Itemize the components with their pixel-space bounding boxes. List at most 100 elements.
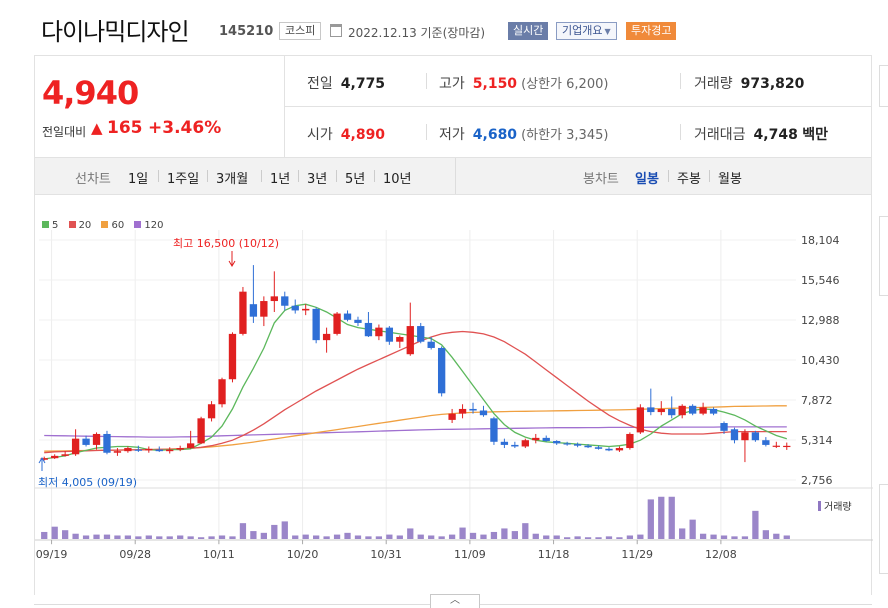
stat-high: 고가 5,150 (상한가 6,200) — [439, 73, 608, 93]
period-1w[interactable]: 1주일 — [167, 172, 200, 187]
volume-bar — [62, 530, 69, 539]
candle-body — [103, 433, 111, 453]
change-percent: +3.46% — [148, 118, 222, 138]
legend-ma5: 5 — [42, 220, 58, 231]
candle-body — [186, 443, 195, 449]
legend-label: 120 — [144, 220, 164, 231]
x-tick-label: 10/20 — [287, 548, 319, 561]
candle-body — [741, 432, 749, 441]
candle-chart-label: 봉차트 — [583, 172, 619, 187]
volume-bar — [354, 535, 362, 539]
candle-body — [417, 326, 425, 342]
ctrl-separator — [261, 170, 262, 182]
stock-chart[interactable]: 18,104 15,546 12,988 10,430 7,872 5,314 2,756 0… — [34, 195, 873, 595]
candle-weekly[interactable]: 주봉 — [677, 172, 701, 187]
period-5y[interactable]: 5년 — [345, 172, 366, 187]
volume-bar — [710, 534, 717, 539]
candle-daily[interactable]: 일봉 — [635, 172, 659, 187]
stats-grid: 전일 4,775 고가 5,150 (상한가 6,200) 거래량 973,820 시가… — [285, 56, 871, 157]
volume-bar — [428, 535, 435, 539]
stock-code: 145210 — [219, 24, 274, 39]
candle-monthly[interactable]: 월봉 — [718, 172, 742, 187]
period-1y[interactable]: 1년 — [270, 172, 291, 187]
volume-bar — [323, 536, 330, 539]
legend-label: 5 — [52, 220, 59, 231]
volume-bar — [532, 533, 539, 539]
stat-value: 5,150 — [472, 76, 518, 92]
ctrl-separator — [668, 170, 669, 182]
chart-controls: 선차트 1일 1주일 3개월 1년 3년 5년 10년 봉차트 일봉 주봉 월봉 — [34, 158, 872, 195]
y-tick-label: 5,314 — [801, 434, 833, 447]
up-arrow-icon — [38, 457, 46, 464]
company-info-dropdown[interactable]: 기업개요 ▼ — [556, 22, 617, 40]
low-annotation: 최저 4,005 (09/19) — [38, 476, 138, 489]
candle-body — [113, 451, 122, 453]
candle-body — [155, 449, 163, 452]
ctrl-separator — [158, 170, 159, 182]
period-3y[interactable]: 3년 — [307, 172, 328, 187]
x-tick-label: 09/28 — [119, 548, 151, 561]
title-row: 다이나믹디자인 145210 코스피 2022.12.13 기준(장마감) 실시… — [0, 0, 888, 55]
candle-body — [396, 337, 404, 342]
change-amount: 165 — [107, 118, 143, 138]
stats-separator — [426, 124, 427, 140]
ctrl-separator — [336, 170, 337, 182]
volume-bar — [543, 535, 550, 539]
x-tick-label: 10/11 — [203, 548, 235, 561]
collapse-handle[interactable]: ︿ — [430, 594, 480, 608]
stat-low: 저가 4,680 (하한가 3,345) — [439, 124, 608, 144]
candle-body — [448, 413, 456, 420]
period-10y[interactable]: 10년 — [383, 172, 412, 187]
candle-body — [124, 448, 132, 452]
volume-bar — [344, 532, 351, 539]
x-tick-label: 10/31 — [370, 548, 402, 561]
x-tick-label: 09/19 — [36, 548, 68, 561]
investment-warning-badge[interactable]: 투자경고 — [626, 22, 677, 40]
realtime-button[interactable]: 실시간 — [508, 22, 549, 40]
ctrl-divider — [455, 158, 456, 194]
candle-body — [636, 407, 645, 433]
ma60-line — [44, 405, 787, 452]
volume-bar — [82, 535, 90, 539]
y-tick-label: 12,988 — [801, 314, 840, 327]
volume-swatch — [818, 501, 821, 511]
volume-legend-label: 거래량 — [824, 502, 852, 513]
side-panel-fragment — [879, 65, 888, 107]
volume-bar — [208, 536, 215, 539]
ma120-line — [44, 426, 787, 438]
volume-bar — [166, 536, 173, 539]
company-info-label: 기업개요 — [562, 24, 603, 37]
candle-body — [709, 408, 718, 414]
legend-ma20: 20 — [68, 220, 91, 231]
volume-bar — [114, 535, 121, 539]
period-1d[interactable]: 1일 — [128, 172, 149, 187]
candle-body — [563, 443, 571, 445]
volume-bar — [773, 533, 780, 539]
stat-label: 거래대금 — [694, 127, 746, 143]
volume-bar — [647, 499, 654, 539]
up-arrow-icon: ▲ — [91, 119, 103, 137]
candle-body — [343, 313, 352, 320]
current-price: 4,940 — [42, 74, 139, 112]
candle-body — [573, 444, 582, 446]
period-3m[interactable]: 3개월 — [216, 172, 249, 187]
price-summary: 4,940 전일대비 ▲ 165 +3.46% 전일 4,775 고가 5,150(… — [34, 55, 872, 158]
x-tick-label: 11/09 — [454, 548, 486, 561]
chart-canvas[interactable]: 18,104 15,546 12,988 10,430 7,872 5,314 2,756 0… — [35, 195, 873, 595]
stat-label: 거래량 — [694, 76, 733, 92]
candle-body — [730, 429, 739, 441]
volume-bar — [699, 533, 707, 539]
volume-bar — [762, 530, 769, 539]
side-panel-fragment — [879, 484, 888, 574]
y-tick-label: 18,104 — [801, 234, 840, 247]
volume-bar — [595, 537, 602, 539]
legend-label: 60 — [111, 220, 125, 231]
volume-bar — [51, 526, 58, 539]
legend-swatch — [134, 221, 142, 228]
ma20-line — [44, 330, 787, 454]
volume-bar — [271, 524, 278, 539]
candle-body — [511, 444, 519, 447]
candle-body — [699, 407, 707, 414]
candle-body — [406, 326, 414, 355]
volume-bar — [438, 536, 445, 539]
